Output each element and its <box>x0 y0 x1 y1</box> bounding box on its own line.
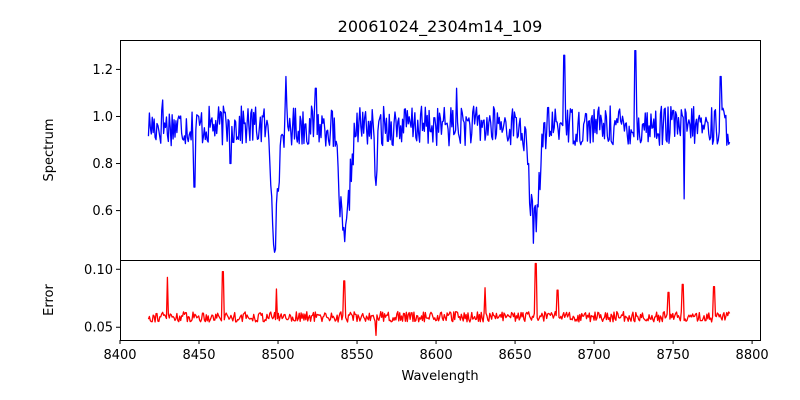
chart-title: 20061024_2304m14_109 <box>338 17 543 37</box>
spectrum-line <box>147 49 731 253</box>
y-tick-label: 0.6 <box>92 204 113 219</box>
spectrum-y-ticks: 0.6 0.8 1.0 1.2 <box>92 63 120 219</box>
x-axis-label: Wavelength <box>401 369 478 384</box>
spectrum-series <box>147 49 731 253</box>
x-tick-label: 8400 <box>103 348 136 363</box>
x-tick-label: 8500 <box>261 348 294 363</box>
y-tick-label: 0.10 <box>84 263 113 278</box>
error-y-axis-label: Error <box>42 284 57 316</box>
x-tick-label: 8750 <box>657 348 690 363</box>
x-tick-label: 8550 <box>340 348 373 363</box>
y-tick-label: 0.8 <box>92 157 113 172</box>
x-tick-label: 8600 <box>420 348 453 363</box>
x-tick-label: 8450 <box>182 348 215 363</box>
error-series <box>147 262 731 337</box>
y-tick-label: 1.0 <box>92 110 113 125</box>
y-tick-label: 1.2 <box>92 63 113 78</box>
error-axes-frame <box>120 260 761 341</box>
spectrum-y-axis-label: Spectrum <box>42 119 57 182</box>
error-line <box>147 262 731 337</box>
error-panel: 0.05 0.10 8400 8450 8500 8550 8600 8650 8700 875… <box>42 260 769 384</box>
y-tick-label: 0.05 <box>84 321 113 336</box>
x-tick-label: 8650 <box>499 348 532 363</box>
error-y-ticks: 0.05 0.10 <box>84 263 120 336</box>
x-tick-label: 8700 <box>578 348 611 363</box>
error-x-ticks: 8400 8450 8500 8550 8600 8650 8700 8750 8800 <box>103 340 769 363</box>
x-tick-label: 8800 <box>736 348 769 363</box>
